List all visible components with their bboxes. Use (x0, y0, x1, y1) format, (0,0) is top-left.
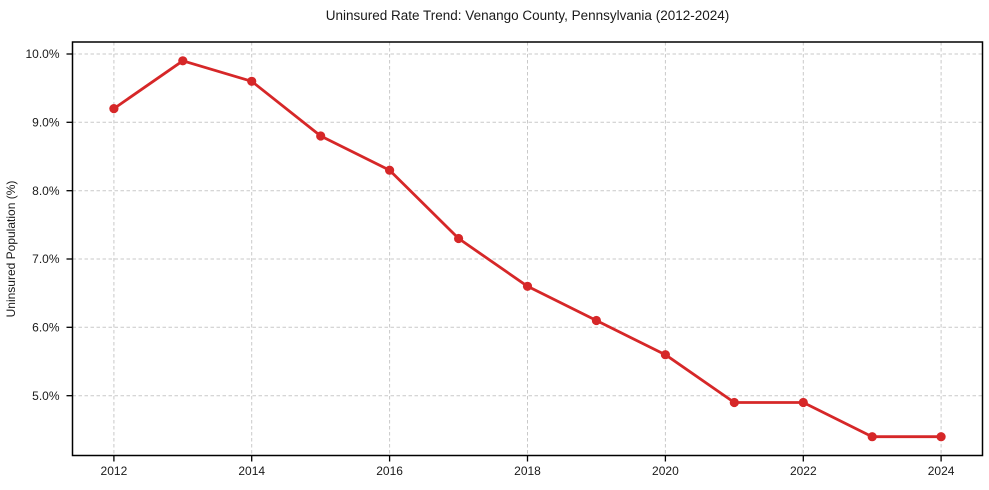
tick-marks (66, 53, 942, 462)
y-tick-label: 8.0% (32, 184, 60, 198)
data-point-2022 (798, 397, 808, 408)
data-point-2019 (591, 315, 602, 326)
gridlines (72, 42, 983, 456)
data-point-2018 (522, 281, 533, 291)
data-point-2012 (109, 104, 119, 114)
y-tick-label: 6.0% (32, 321, 60, 335)
data-point-2016 (385, 165, 395, 175)
x-tick-label: 2012 (101, 464, 128, 478)
data-point-2014 (247, 76, 257, 86)
chart-title: Uninsured Rate Trend: Venango County, Pe… (325, 8, 730, 23)
x-tick-label: 2014 (238, 464, 265, 478)
y-tick-label: 7.0% (32, 252, 60, 266)
data-point-2013 (178, 56, 188, 66)
data-point-2024 (936, 432, 946, 442)
x-tick-label: 2018 (514, 464, 541, 478)
y-tick-label: 5.0% (32, 389, 60, 403)
y-tick-label: 10.0% (25, 47, 59, 61)
y-tick-label: 9.0% (32, 116, 60, 130)
x-tick-label: 2024 (928, 464, 955, 478)
data-points (109, 56, 946, 442)
x-tick-label: 2022 (790, 464, 817, 478)
tick-labels: 2012 2014 2016 2018 2020 2022 2024 5.0% 6.0% 7.0%… (25, 47, 954, 478)
data-point-2017 (454, 233, 464, 244)
x-tick-label: 2016 (376, 464, 403, 478)
data-point-2023 (867, 432, 877, 442)
data-point-2015 (316, 131, 326, 141)
x-tick-label: 2020 (652, 464, 679, 478)
data-point-2021 (729, 397, 739, 408)
data-point-2020 (660, 350, 671, 360)
